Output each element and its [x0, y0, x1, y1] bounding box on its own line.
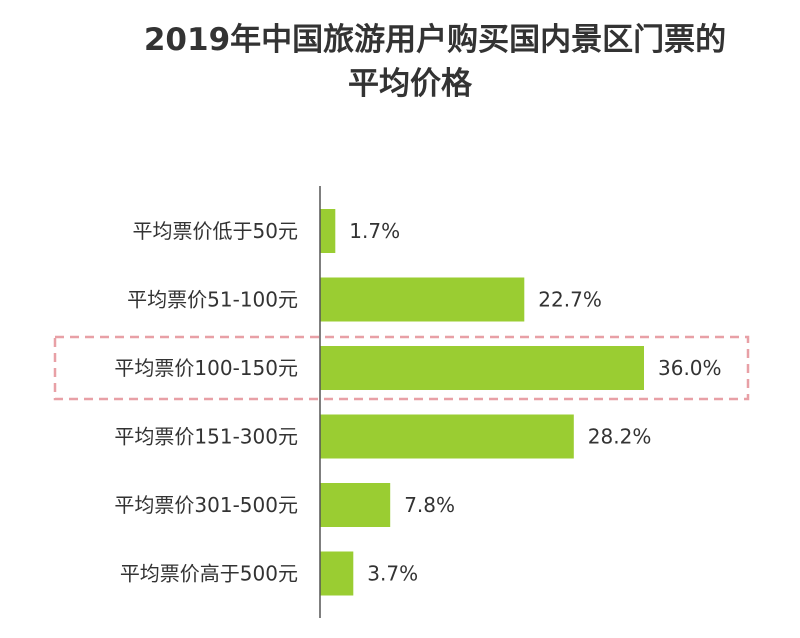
- value-label-4: 7.8%: [404, 493, 455, 517]
- bar-2: [320, 346, 644, 390]
- bar-4: [320, 483, 391, 527]
- bar-1: [320, 277, 525, 322]
- category-label-2: 平均票价100-150元: [114, 356, 298, 380]
- bar-5: [320, 551, 354, 596]
- chart-title-line-2: 平均价格: [348, 66, 472, 102]
- value-label-1: 22.7%: [538, 288, 602, 312]
- value-label-2: 36.0%: [658, 356, 722, 380]
- value-label-3: 28.2%: [588, 425, 652, 449]
- bar-0: [320, 209, 336, 253]
- category-label-3: 平均票价151-300元: [114, 425, 298, 449]
- chart-title-line-1: 2019年中国旅游用户购买国内景区门票的: [143, 22, 727, 58]
- category-label-4: 平均票价301-500元: [114, 493, 298, 517]
- category-label-5: 平均票价高于500元: [120, 562, 298, 586]
- category-label-0: 平均票价低于50元: [133, 219, 298, 243]
- value-label-0: 1.7%: [349, 219, 400, 243]
- highlight-box: [53, 335, 750, 401]
- value-label-5: 3.7%: [367, 562, 418, 586]
- bar-3: [320, 414, 574, 459]
- category-label-1: 平均票价51-100元: [127, 288, 298, 312]
